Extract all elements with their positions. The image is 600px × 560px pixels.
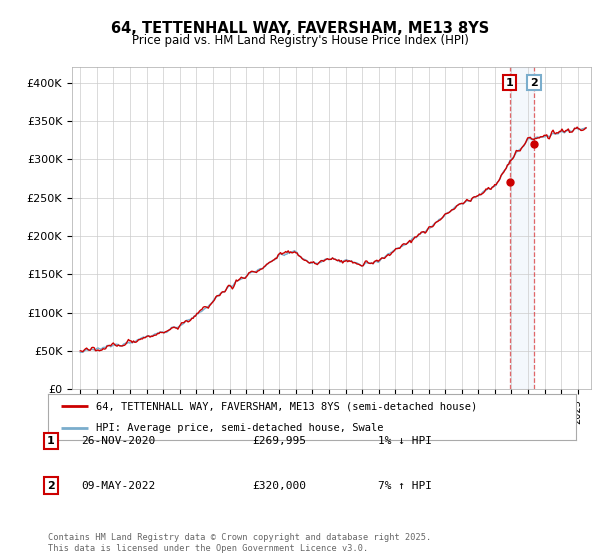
Bar [510,67,534,389]
Text: £269,995: £269,995 [252,436,306,446]
Text: Price paid vs. HM Land Registry's House Price Index (HPI): Price paid vs. HM Land Registry's House … [131,34,469,46]
Text: £320,000: £320,000 [252,480,306,491]
Text: 1: 1 [47,436,55,446]
Text: 64, TETTENHALL WAY, FAVERSHAM, ME13 8YS (semi-detached house): 64, TETTENHALL WAY, FAVERSHAM, ME13 8YS … [95,401,477,411]
Text: 1: 1 [506,77,514,87]
Text: 7% ↑ HPI: 7% ↑ HPI [378,480,432,491]
Text: 2: 2 [47,480,55,491]
Text: 2: 2 [530,77,538,87]
Text: 09-MAY-2022: 09-MAY-2022 [81,480,155,491]
Text: 26-NOV-2020: 26-NOV-2020 [81,436,155,446]
Text: HPI: Average price, semi-detached house, Swale: HPI: Average price, semi-detached house,… [95,423,383,433]
Text: Contains HM Land Registry data © Crown copyright and database right 2025.
This d: Contains HM Land Registry data © Crown c… [48,533,431,553]
Text: 64, TETTENHALL WAY, FAVERSHAM, ME13 8YS: 64, TETTENHALL WAY, FAVERSHAM, ME13 8YS [111,21,489,36]
Text: 1% ↓ HPI: 1% ↓ HPI [378,436,432,446]
